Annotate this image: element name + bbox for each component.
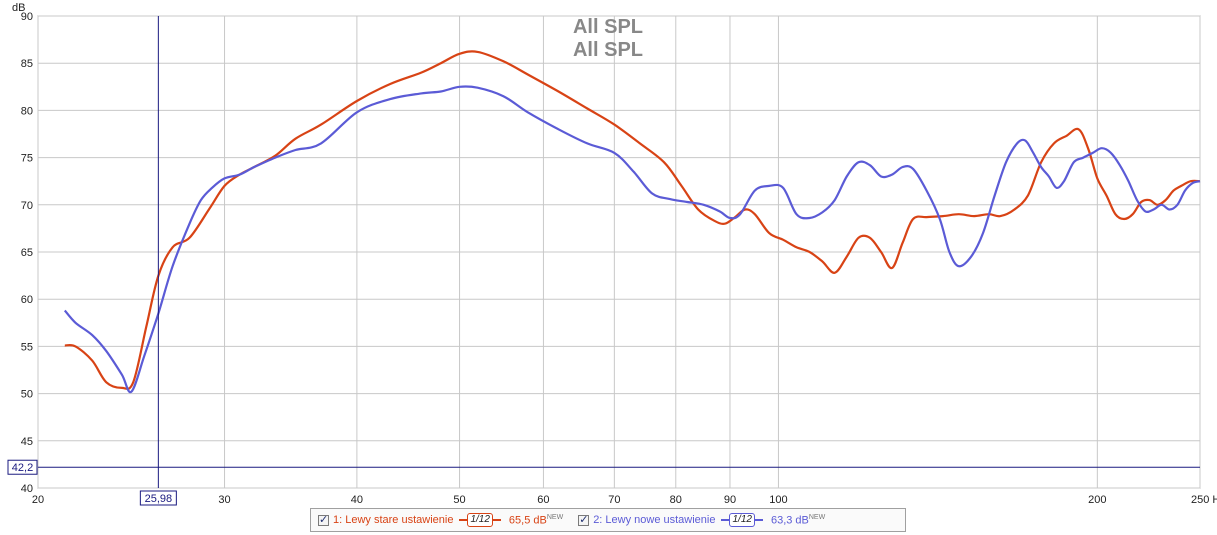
series-layer xyxy=(63,50,1201,394)
x-tick-label: 90 xyxy=(724,494,736,506)
series-1-label: 1: Lewy stare ustawienie xyxy=(333,514,454,526)
x-tick-label: 50 xyxy=(453,494,465,506)
y-axis: 40 45 50 55 60 65 70 75 80 85 90 xyxy=(21,11,33,495)
legend-item-series-1[interactable]: 1: Lewy stare ustawienie 1/12 65,5 dBNEW xyxy=(311,509,571,531)
y-tick-label: 90 xyxy=(21,11,33,23)
series-1-checkbox[interactable] xyxy=(318,513,329,526)
y-tick-label: 45 xyxy=(21,436,33,448)
x-tick-label: 40 xyxy=(351,494,363,506)
cursor[interactable]: 42,2 25,98 xyxy=(7,16,1200,506)
series-2-smoothing[interactable]: 1/12 xyxy=(721,513,763,527)
cursor-y-readout: 42,2 xyxy=(12,462,33,474)
series-2-checkbox[interactable] xyxy=(578,513,590,526)
series-2-value-sup: NEW xyxy=(808,513,826,521)
chart-title-line-2: All SPL xyxy=(573,39,643,61)
series-2-value-text: 63,3 dB xyxy=(770,514,809,527)
x-tick-label: 80 xyxy=(670,494,682,506)
legend: 1: Lewy stare ustawienie 1/12 65,5 dBNEW… xyxy=(310,508,906,532)
series-1-smoothing[interactable]: 1/12 xyxy=(459,513,501,527)
series-1-value-sup: NEW xyxy=(546,513,564,521)
cursor-x-readout-box xyxy=(139,490,177,506)
x-axis: 20 30 40 50 60 70 80 90 100 200 250 Hz xyxy=(32,494,1217,506)
series-2-line-swatch xyxy=(754,519,763,521)
series-1-line-swatch xyxy=(459,519,468,521)
y-tick-label: 80 xyxy=(21,105,33,117)
x-tick-label: 20 xyxy=(32,494,44,506)
spl-chart[interactable]: 40 45 50 55 60 65 70 75 80 85 90 20 30 40 50 60 70 80 90 1… xyxy=(0,0,1217,508)
x-tick-label: 60 xyxy=(537,494,549,506)
y-tick-label: 85 xyxy=(21,58,33,70)
series-1-smoothing-badge: 1/12 xyxy=(467,513,493,527)
series-2-value: 63,3 dBNEW xyxy=(771,514,825,527)
x-tick-label: 30 xyxy=(218,494,230,506)
series-2-line-swatch xyxy=(721,519,730,521)
series-1-value: 65,5 dBNEW xyxy=(509,514,563,527)
y-axis-label: dB xyxy=(12,2,25,14)
series-2-smoothing-badge: 1/12 xyxy=(729,513,755,527)
y-tick-label: 40 xyxy=(21,483,33,495)
y-tick-label: 55 xyxy=(21,341,33,353)
x-tick-label: 70 xyxy=(608,494,620,506)
grid xyxy=(37,15,1201,489)
y-tick-label: 60 xyxy=(21,294,33,306)
cursor-x-readout: 25,98 xyxy=(145,493,173,505)
chart-title-line-1: All SPL xyxy=(573,16,643,38)
legend-item-series-2[interactable]: 2: Lewy nowe ustawienie 1/12 63,3 dBNEW xyxy=(571,509,833,531)
x-tick-label: 250 Hz xyxy=(1191,494,1217,506)
series-2-label: 2: Lewy nowe ustawienie xyxy=(593,514,716,526)
x-tick-label: 100 xyxy=(769,494,787,506)
series-1-line-swatch xyxy=(492,519,501,521)
y-tick-label: 70 xyxy=(21,200,33,212)
series-1-value-text: 65,5 dB xyxy=(508,514,547,527)
x-tick-label: 200 xyxy=(1088,494,1106,506)
y-tick-label: 50 xyxy=(21,389,33,401)
y-tick-label: 75 xyxy=(21,153,33,165)
series-2-line xyxy=(63,85,1201,394)
y-tick-label: 65 xyxy=(21,247,33,259)
cursor-y-readout-box xyxy=(7,459,38,475)
